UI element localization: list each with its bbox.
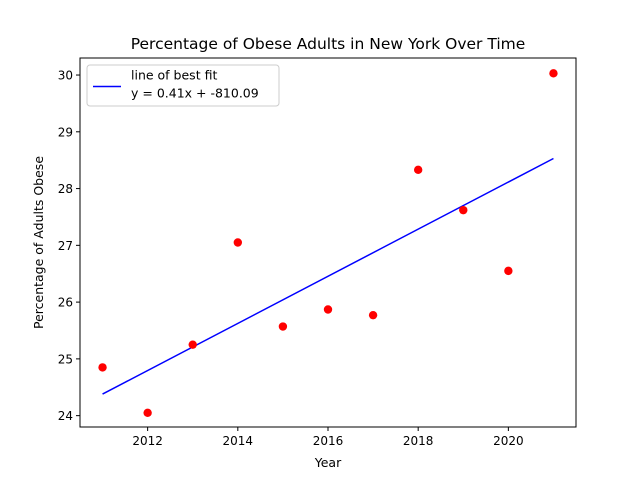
data-point (504, 266, 513, 276)
legend-line-label: line of best fit (131, 68, 217, 83)
data-point (413, 165, 423, 175)
data-point (188, 340, 197, 349)
x-tick-label: 2014 (223, 434, 254, 448)
legend: line of best fit y = 0.41x + -810.09 (86, 64, 280, 107)
data-point (368, 310, 378, 320)
y-tick-label: 29 (58, 125, 73, 139)
ticks-layer: 2012 2014 2016 2018 2020 24 25 26 27 28 29 30 (58, 69, 524, 448)
x-tick-label: 2020 (493, 434, 524, 448)
y-tick-label: 30 (58, 69, 73, 83)
y-tick-label: 28 (58, 182, 73, 196)
chart-title: Percentage of Obese Adults in New York O… (131, 35, 526, 53)
data-point (278, 322, 288, 331)
data-point (143, 408, 152, 418)
x-tick-label: 2018 (403, 434, 434, 448)
y-tick-label: 25 (58, 352, 73, 366)
x-axis-label: Year (314, 455, 342, 470)
legend-equation: y = 0.41x + -810.09 (131, 86, 259, 101)
data-point (323, 305, 333, 314)
x-tick-label: 2016 (313, 434, 344, 448)
legend-box (86, 64, 280, 107)
y-axis-label: Percentage of Adults Obese (31, 156, 46, 329)
best-fit-line (102, 157, 554, 395)
marks-layer (98, 69, 558, 418)
data-point (98, 363, 107, 372)
plot-frame (79, 57, 577, 428)
y-tick-label: 26 (58, 296, 73, 310)
x-tick-label: 2012 (132, 434, 163, 448)
data-point (233, 238, 243, 247)
y-tick-label: 27 (58, 239, 73, 253)
data-point (549, 69, 558, 78)
data-point (459, 205, 468, 215)
y-tick-label: 24 (58, 409, 73, 423)
